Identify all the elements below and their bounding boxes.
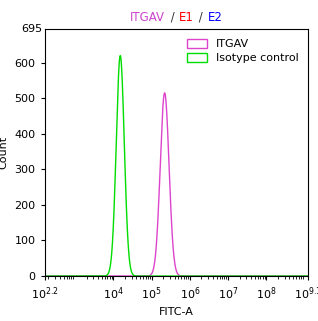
Text: /: / [195, 11, 207, 24]
Text: 695: 695 [21, 24, 42, 34]
X-axis label: FITC-A: FITC-A [159, 307, 194, 317]
Text: ITGAV: ITGAV [129, 11, 164, 24]
Text: /: / [167, 11, 178, 24]
Text: E1: E1 [179, 11, 194, 24]
Y-axis label: Count: Count [0, 136, 9, 169]
Text: E2: E2 [208, 11, 222, 24]
Legend: ITGAV, Isotype control: ITGAV, Isotype control [183, 34, 303, 67]
